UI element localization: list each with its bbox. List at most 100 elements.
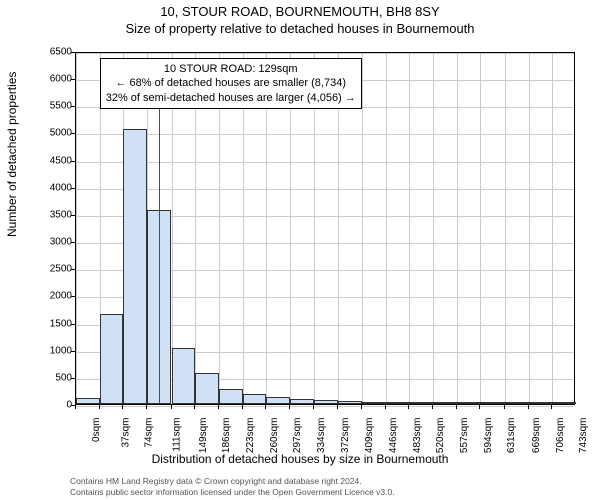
x-tick-label: 0sqm [91, 418, 102, 442]
x-tick-mark [361, 405, 362, 409]
grid-line-vertical [480, 53, 481, 404]
y-tick-label: 5000 [22, 128, 72, 139]
histogram-bar [123, 129, 147, 404]
histogram-chart: 10 STOUR ROAD: 129sqm← 68% of detached h… [75, 52, 575, 405]
grid-line-vertical [76, 53, 77, 404]
grid-line-vertical [552, 53, 553, 404]
y-tick-label: 5500 [22, 101, 72, 112]
x-tick-label: 557sqm [459, 418, 470, 454]
x-tick-label: 372sqm [341, 418, 352, 454]
y-tick-mark [71, 242, 75, 243]
histogram-bar [195, 373, 219, 404]
histogram-bar [505, 402, 529, 404]
y-tick-mark [71, 269, 75, 270]
y-tick-mark [71, 106, 75, 107]
y-tick-label: 6500 [22, 47, 72, 58]
y-tick-mark [71, 52, 75, 53]
y-tick-mark [71, 215, 75, 216]
x-tick-label: 594sqm [483, 418, 494, 454]
y-tick-label: 3000 [22, 237, 72, 248]
grid-line-horizontal [76, 53, 574, 54]
histogram-bar [243, 394, 267, 404]
y-tick-label: 0 [22, 400, 72, 411]
histogram-bar [529, 402, 553, 404]
histogram-bar [266, 397, 290, 404]
x-tick-mark [171, 405, 172, 409]
x-tick-label: 297sqm [292, 418, 303, 454]
footer-line2: Contains public sector information licen… [70, 487, 395, 498]
x-tick-mark [242, 405, 243, 409]
y-tick-mark [71, 188, 75, 189]
y-tick-label: 4500 [22, 155, 72, 166]
histogram-bar [409, 402, 433, 404]
grid-line-vertical [386, 53, 387, 404]
x-tick-mark [122, 405, 123, 409]
x-tick-label: 631sqm [507, 418, 518, 454]
x-tick-mark [194, 405, 195, 409]
x-tick-label: 149sqm [198, 418, 209, 454]
x-tick-mark [75, 405, 76, 409]
histogram-bar [76, 398, 100, 404]
histogram-bar [457, 402, 481, 404]
grid-line-vertical [457, 53, 458, 404]
x-tick-label: 334sqm [316, 418, 327, 454]
property-marker-line [159, 81, 160, 404]
histogram-bar [100, 314, 124, 404]
histogram-bar [362, 402, 386, 404]
x-tick-mark [289, 405, 290, 409]
grid-line-vertical [505, 53, 506, 404]
y-tick-mark [71, 79, 75, 80]
annotation-line1: 10 STOUR ROAD: 129sqm [106, 62, 356, 76]
x-tick-label: 743sqm [578, 418, 589, 454]
x-tick-label: 409sqm [364, 418, 375, 454]
x-tick-mark [385, 405, 386, 409]
y-tick-label: 2500 [22, 264, 72, 275]
y-tick-mark [71, 133, 75, 134]
y-tick-label: 500 [22, 372, 72, 383]
footer-line1: Contains HM Land Registry data © Crown c… [70, 476, 395, 487]
footer-attribution: Contains HM Land Registry data © Crown c… [70, 476, 395, 498]
x-tick-label: 260sqm [269, 418, 280, 454]
y-tick-mark [71, 161, 75, 162]
histogram-bar [314, 400, 338, 404]
histogram-bar [552, 402, 576, 404]
x-tick-mark [218, 405, 219, 409]
x-tick-label: 186sqm [221, 418, 232, 454]
x-tick-label: 483sqm [412, 418, 423, 454]
y-tick-label: 4000 [22, 182, 72, 193]
annotation-line2: ← 68% of detached houses are smaller (8,… [106, 76, 356, 90]
x-tick-label: 37sqm [120, 418, 131, 448]
annotation-box: 10 STOUR ROAD: 129sqm← 68% of detached h… [100, 58, 362, 109]
x-tick-label: 520sqm [435, 418, 446, 454]
y-tick-mark [71, 296, 75, 297]
grid-line-vertical [362, 53, 363, 404]
histogram-bar [290, 399, 314, 404]
x-tick-mark [479, 405, 480, 409]
y-tick-label: 3500 [22, 209, 72, 220]
histogram-bar [433, 402, 457, 404]
chart-title-line1: 10, STOUR ROAD, BOURNEMOUTH, BH8 8SY [0, 4, 600, 19]
x-tick-mark [528, 405, 529, 409]
histogram-bar [219, 389, 243, 404]
x-tick-label: 669sqm [531, 418, 542, 454]
grid-line-horizontal [76, 134, 574, 135]
y-axis-label: Number of detached properties [5, 72, 19, 237]
grid-line-horizontal [76, 189, 574, 190]
x-tick-mark [265, 405, 266, 409]
chart-title-block: 10, STOUR ROAD, BOURNEMOUTH, BH8 8SY Siz… [0, 0, 600, 36]
x-tick-label: 111sqm [172, 418, 183, 452]
y-tick-mark [71, 324, 75, 325]
x-tick-label: 74sqm [144, 418, 155, 448]
x-tick-mark [504, 405, 505, 409]
x-tick-label: 446sqm [388, 418, 399, 454]
grid-line-vertical [433, 53, 434, 404]
x-tick-label: 706sqm [555, 418, 566, 454]
histogram-bar [172, 348, 196, 404]
y-tick-mark [71, 378, 75, 379]
histogram-bar [480, 402, 504, 404]
x-tick-mark [146, 405, 147, 409]
y-tick-mark [71, 351, 75, 352]
x-axis-label: Distribution of detached houses by size … [0, 452, 600, 466]
y-tick-label: 6000 [22, 74, 72, 85]
grid-line-horizontal [76, 162, 574, 163]
